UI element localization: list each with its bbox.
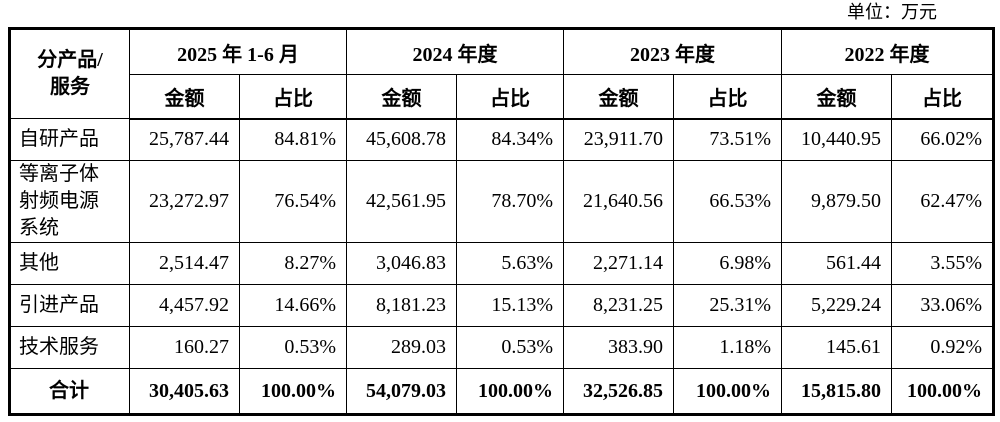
ratio-cell: 5.63% <box>456 242 565 285</box>
amount-cell: 23,911.70 <box>563 118 675 161</box>
ratio-cell: 3.55% <box>891 242 995 285</box>
amount-cell: 160.27 <box>129 326 240 369</box>
total-ratio-cell: 100.00% <box>456 368 565 415</box>
amount-cell: 45,608.78 <box>346 118 458 161</box>
ratio-cell: 25.31% <box>673 284 783 327</box>
total-ratio-cell: 100.00% <box>891 368 995 415</box>
total-amount-cell: 32,526.85 <box>563 368 675 415</box>
total-ratio-cell: 100.00% <box>238 368 348 415</box>
period-header-2023: 2023 年度 <box>563 28 783 75</box>
ratio-cell: 1.18% <box>673 326 783 369</box>
table-row-plasma-rf-power: 等离子体 射频电源 系统 23,272.97 76.54% 42,561.95 … <box>9 160 995 243</box>
product-label: 自研产品 <box>9 118 130 161</box>
ratio-cell: 33.06% <box>891 284 995 327</box>
product-label: 技术服务 <box>9 326 130 369</box>
total-ratio-cell: 100.00% <box>673 368 783 415</box>
amount-cell: 10,440.95 <box>781 118 893 161</box>
amount-header: 金额 <box>346 74 458 120</box>
ratio-cell: 0.92% <box>891 326 995 369</box>
total-label: 合计 <box>9 368 130 415</box>
amount-cell: 8,181.23 <box>346 284 458 327</box>
amount-cell: 145.61 <box>781 326 893 369</box>
ratio-cell: 73.51% <box>673 118 783 161</box>
ratio-cell: 66.02% <box>891 118 995 161</box>
amount-cell: 5,229.24 <box>781 284 893 327</box>
amount-cell: 9,879.50 <box>781 160 893 243</box>
period-header-2025h1: 2025 年 1-6 月 <box>128 28 348 75</box>
total-amount-cell: 54,079.03 <box>346 368 458 415</box>
ratio-cell: 15.13% <box>456 284 565 327</box>
ratio-cell: 76.54% <box>238 160 348 243</box>
header-subhead-row: 金额 占比 金额 占比 金额 占比 金额 占比 <box>10 74 995 120</box>
amount-header: 金额 <box>129 74 240 120</box>
table-row-total: 合计 30,405.63 100.00% 54,079.03 100.00% 3… <box>9 368 995 415</box>
amount-cell: 2,514.47 <box>129 242 240 285</box>
ratio-cell: 84.34% <box>456 118 565 161</box>
amount-cell: 2,271.14 <box>563 242 675 285</box>
amount-cell: 3,046.83 <box>346 242 458 285</box>
ratio-cell: 0.53% <box>456 326 565 369</box>
ratio-cell: 0.53% <box>238 326 348 369</box>
ratio-header: 占比 <box>456 74 565 120</box>
total-amount-cell: 30,405.63 <box>129 368 240 415</box>
amount-cell: 4,457.92 <box>129 284 240 327</box>
total-amount-cell: 15,815.80 <box>781 368 893 415</box>
amount-cell: 21,640.56 <box>563 160 675 243</box>
ratio-cell: 8.27% <box>238 242 348 285</box>
table-row-other: 其他 2,514.47 8.27% 3,046.83 5.63% 2,271.1… <box>9 242 995 285</box>
unit-label: 单位：万元 <box>847 2 937 22</box>
period-header-2022: 2022 年度 <box>781 28 995 75</box>
ratio-cell: 62.47% <box>891 160 995 243</box>
ratio-cell: 78.70% <box>456 160 565 243</box>
amount-header: 金额 <box>563 74 675 120</box>
product-label: 引进产品 <box>9 284 130 327</box>
amount-header: 金额 <box>781 74 893 120</box>
corner-header: 分产品/ 服务 <box>9 28 130 119</box>
ratio-cell: 6.98% <box>673 242 783 285</box>
ratio-cell: 84.81% <box>238 118 348 161</box>
amount-cell: 561.44 <box>781 242 893 285</box>
ratio-cell: 14.66% <box>238 284 348 327</box>
amount-cell: 8,231.25 <box>563 284 675 327</box>
amount-cell: 42,561.95 <box>346 160 458 243</box>
amount-cell: 25,787.44 <box>129 118 240 161</box>
ratio-header: 占比 <box>673 74 783 120</box>
table-row-technical-service: 技术服务 160.27 0.53% 289.03 0.53% 383.90 1.… <box>9 326 995 369</box>
amount-cell: 289.03 <box>346 326 458 369</box>
product-label: 其他 <box>9 242 130 285</box>
ratio-header: 占比 <box>238 74 348 120</box>
product-revenue-table: 分产品/ 服务 2025 年 1-6 月 2024 年度 2023 年度 202… <box>8 27 996 416</box>
header-period-row: 分产品/ 服务 2025 年 1-6 月 2024 年度 2023 年度 202… <box>9 28 995 119</box>
amount-cell: 23,272.97 <box>129 160 240 243</box>
product-label: 等离子体 射频电源 系统 <box>9 160 130 243</box>
table-row-imported: 引进产品 4,457.92 14.66% 8,181.23 15.13% 8,2… <box>9 284 995 327</box>
ratio-cell: 66.53% <box>673 160 783 243</box>
table-row-self-developed: 自研产品 25,787.44 84.81% 45,608.78 84.34% 2… <box>9 118 995 161</box>
amount-cell: 383.90 <box>563 326 675 369</box>
period-header-2024: 2024 年度 <box>346 28 565 75</box>
ratio-header: 占比 <box>891 74 995 120</box>
